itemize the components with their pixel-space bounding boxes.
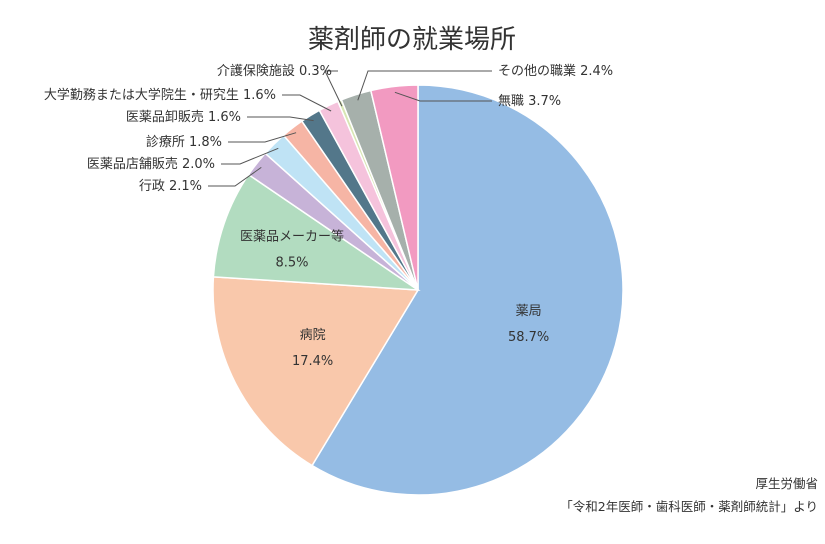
leader-line-7	[247, 116, 314, 122]
pie-slice-1	[311, 84, 624, 496]
pie-slice-2	[212, 276, 420, 467]
chart-title: 薬剤師の就業場所	[308, 25, 516, 55]
slice-label-1: 薬局	[516, 304, 542, 319]
leader-line-8	[282, 94, 332, 112]
slice-label-11: 無職 3.7%	[498, 94, 561, 109]
source-agency: 厚生労働省	[755, 476, 818, 491]
slice-label-10: その他の職業 2.4%	[498, 63, 613, 79]
leader-lines-layer	[208, 70, 492, 187]
leader-line-11	[394, 91, 492, 102]
slices-layer	[212, 84, 624, 496]
slice-value-1: 58.7%	[508, 330, 549, 345]
slice-label-7: 医薬品卸販売 1.6%	[126, 109, 241, 125]
labels-layer: 薬局 58.7% 病院 17.4% 医薬品メーカー等 8.5% 行政 2.1% 医薬品店舗販売…	[44, 63, 613, 369]
leader-line-6	[228, 132, 297, 143]
slice-label-2: 病院	[300, 328, 326, 343]
leader-line-4	[208, 166, 262, 187]
slice-value-2: 17.4%	[292, 354, 333, 369]
slice-label-3: 医薬品メーカー等	[240, 229, 344, 245]
slice-label-6: 診療所 1.8%	[146, 134, 222, 150]
slice-label-5: 医薬品店舗販売 2.0%	[87, 156, 215, 172]
slice-label-8: 大学勤務または大学院生・研究生 1.6%	[44, 87, 276, 103]
leader-line-5	[221, 147, 279, 165]
slice-label-4: 行政 2.1%	[139, 179, 202, 194]
pie-slice-11	[369, 84, 419, 291]
leader-line-9	[324, 70, 343, 107]
source-publication: 「令和2年医師・歯科医師・薬剤師統計」より	[560, 499, 818, 514]
leader-line-10	[357, 70, 492, 101]
slice-value-3: 8.5%	[275, 256, 308, 271]
slice-label-9: 介護保険施設 0.3%	[217, 63, 332, 79]
